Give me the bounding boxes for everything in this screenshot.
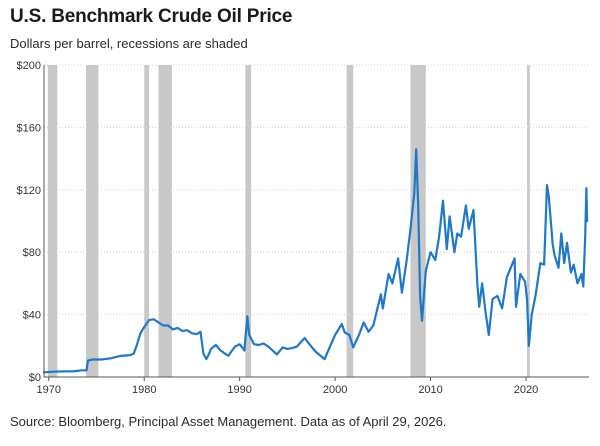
y-tick-label: $120: [17, 185, 41, 197]
y-tick-label: $160: [17, 122, 41, 134]
recession-bands: [47, 65, 530, 377]
y-tick-label: $40: [23, 310, 41, 322]
x-axis-ticks: 1970 1980 1990 2000 2010 2020: [37, 377, 538, 396]
y-tick-label: $0: [29, 372, 41, 384]
recession-band-0: [47, 65, 58, 377]
x-tick-label: 2020: [514, 384, 538, 396]
x-tick-label: 1990: [227, 384, 251, 396]
x-tick-label: 2000: [323, 384, 347, 396]
x-tick-label: 2010: [418, 384, 442, 396]
source-note: Source: Bloomberg, Principal Asset Manag…: [10, 414, 447, 429]
price-series: [42, 148, 589, 374]
recession-band-2: [144, 65, 149, 377]
recession-band-7: [526, 65, 530, 377]
y-tick-label: $80: [23, 247, 41, 259]
recession-band-1: [85, 65, 99, 377]
price-line: [42, 148, 589, 374]
x-tick-label: 1980: [132, 384, 156, 396]
y-tick-label: $200: [17, 60, 41, 72]
recession-band-3: [158, 65, 172, 377]
recession-band-5: [346, 65, 354, 377]
chart-subtitle: Dollars per barrel, recessions are shade…: [10, 36, 248, 51]
axes: [43, 65, 589, 378]
chart-title: U.S. Benchmark Crude Oil Price: [10, 6, 293, 27]
x-tick-label: 1970: [37, 384, 61, 396]
gridlines: [44, 64, 589, 316]
recession-band-4: [245, 65, 252, 377]
y-axis-ticks: $0 $40 $80 $120 $160 $200: [17, 60, 41, 384]
